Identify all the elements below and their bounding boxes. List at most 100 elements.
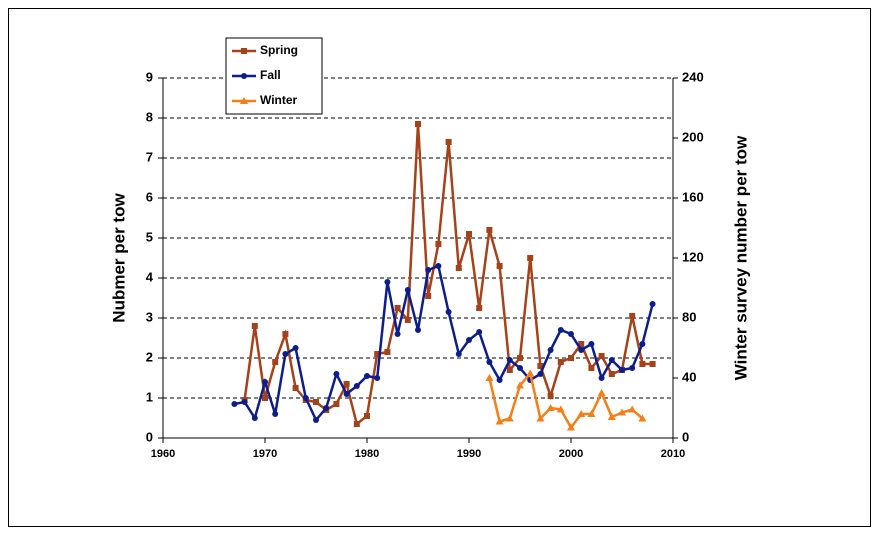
data-point bbox=[486, 359, 493, 365]
data-point bbox=[394, 331, 401, 337]
data-point bbox=[476, 305, 483, 311]
data-point bbox=[506, 357, 513, 363]
data-point bbox=[527, 255, 534, 261]
legend-label: Spring bbox=[260, 43, 298, 57]
data-point bbox=[537, 371, 544, 377]
data-point bbox=[608, 357, 615, 363]
data-point bbox=[262, 395, 268, 401]
data-point bbox=[435, 241, 442, 247]
data-point bbox=[445, 309, 452, 315]
data-point bbox=[302, 395, 309, 401]
data-point bbox=[333, 401, 340, 407]
y-tick-label: 0 bbox=[146, 429, 153, 444]
data-point bbox=[638, 414, 647, 422]
data-point bbox=[506, 367, 513, 373]
x-tick-label: 2000 bbox=[559, 448, 583, 460]
data-point bbox=[598, 375, 605, 381]
y2-tick-label: 120 bbox=[682, 249, 704, 264]
y-tick-label: 1 bbox=[146, 389, 153, 404]
data-point bbox=[384, 349, 391, 355]
data-point bbox=[619, 367, 625, 373]
y2-tick-label: 160 bbox=[682, 189, 704, 204]
y2-tick-label: 240 bbox=[682, 69, 704, 84]
legend-marker bbox=[240, 97, 248, 104]
data-point bbox=[374, 375, 381, 381]
y2-axis-title: Winter survey number per tow bbox=[731, 135, 750, 380]
data-point bbox=[231, 401, 238, 407]
data-point bbox=[323, 405, 330, 411]
legend-label: Fall bbox=[260, 68, 281, 82]
data-point bbox=[435, 263, 442, 269]
data-point bbox=[496, 377, 503, 383]
data-point bbox=[557, 359, 564, 365]
y-tick-label: 7 bbox=[146, 149, 153, 164]
data-point bbox=[485, 374, 494, 381]
data-point bbox=[476, 329, 483, 335]
data-point bbox=[313, 417, 319, 423]
y-tick-label: 8 bbox=[146, 109, 153, 124]
y-axis-title: Nubmer per tow bbox=[109, 193, 128, 323]
data-point bbox=[578, 347, 585, 353]
data-point bbox=[536, 414, 545, 422]
data-point bbox=[588, 341, 595, 347]
data-point bbox=[607, 413, 616, 420]
data-point bbox=[313, 399, 319, 405]
data-point bbox=[394, 305, 401, 311]
data-point bbox=[272, 359, 279, 365]
legend-marker bbox=[241, 48, 247, 54]
data-point bbox=[466, 231, 472, 237]
data-point bbox=[517, 365, 523, 371]
data-point bbox=[567, 423, 575, 431]
data-point bbox=[556, 405, 565, 413]
data-point bbox=[608, 371, 615, 377]
data-point bbox=[516, 381, 524, 389]
x-tick-label: 1980 bbox=[355, 448, 379, 460]
data-point bbox=[588, 365, 595, 371]
data-point bbox=[404, 317, 411, 323]
y-tick-label: 5 bbox=[146, 229, 153, 244]
y-tick-label: 3 bbox=[146, 309, 153, 324]
y-tick-label: 9 bbox=[146, 69, 153, 84]
data-point bbox=[353, 421, 360, 427]
data-point bbox=[404, 287, 411, 293]
data-point bbox=[639, 361, 646, 367]
data-point bbox=[618, 408, 626, 416]
data-point bbox=[292, 345, 299, 351]
data-point bbox=[415, 121, 421, 127]
data-point bbox=[649, 361, 656, 367]
data-point bbox=[547, 393, 554, 399]
data-point bbox=[639, 341, 646, 347]
data-point bbox=[578, 341, 585, 347]
data-point bbox=[364, 373, 370, 379]
data-point bbox=[577, 410, 586, 417]
data-point bbox=[251, 415, 258, 421]
legend-label: Winter bbox=[260, 93, 298, 107]
y-tick-label: 6 bbox=[146, 189, 153, 204]
data-point bbox=[272, 411, 279, 417]
data-point bbox=[526, 369, 535, 377]
data-point bbox=[364, 413, 370, 419]
data-point bbox=[455, 351, 462, 357]
data-point bbox=[241, 399, 248, 405]
data-point bbox=[425, 267, 432, 273]
data-point bbox=[496, 263, 503, 269]
data-point bbox=[517, 355, 523, 361]
x-tick-label: 1970 bbox=[253, 448, 277, 460]
data-point bbox=[628, 405, 637, 413]
y-tick-label: 4 bbox=[146, 269, 154, 284]
data-point bbox=[455, 265, 462, 271]
data-point bbox=[353, 383, 360, 389]
data-point bbox=[629, 365, 636, 371]
data-point bbox=[425, 293, 432, 299]
data-point bbox=[557, 327, 564, 333]
data-point bbox=[374, 351, 381, 357]
x-tick-label: 2010 bbox=[661, 448, 685, 460]
data-point bbox=[629, 313, 636, 319]
data-point bbox=[546, 404, 555, 411]
data-point bbox=[384, 279, 391, 285]
data-point bbox=[262, 379, 268, 385]
y2-tick-label: 200 bbox=[682, 129, 704, 144]
data-point bbox=[587, 410, 596, 417]
legend-marker bbox=[241, 73, 247, 79]
